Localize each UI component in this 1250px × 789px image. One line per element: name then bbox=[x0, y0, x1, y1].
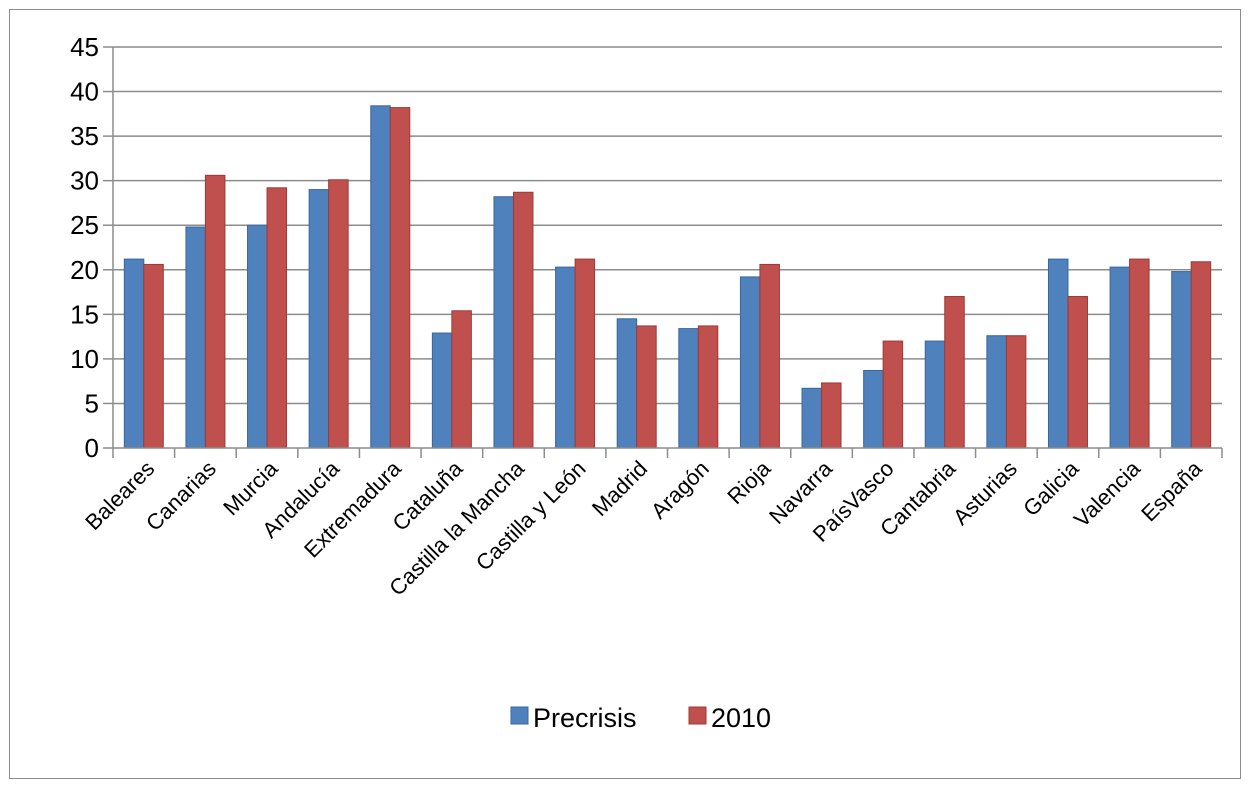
y-tick-label: 30 bbox=[70, 166, 99, 196]
bar-2010 bbox=[944, 296, 965, 449]
y-tick-label: 45 bbox=[70, 32, 99, 62]
category-label: Aragón bbox=[646, 456, 714, 524]
bar-2010 bbox=[389, 107, 411, 449]
category-label: Castilla y León bbox=[471, 456, 591, 576]
bar-precrisis bbox=[1171, 271, 1192, 449]
bar-2010 bbox=[882, 340, 904, 449]
bar-precrisis bbox=[185, 226, 206, 449]
bar-precrisis bbox=[924, 340, 946, 449]
bar-precrisis bbox=[123, 258, 145, 449]
bar-precrisis bbox=[370, 105, 391, 449]
y-tick-label: 5 bbox=[85, 388, 99, 418]
bar-precrisis bbox=[678, 328, 699, 449]
category-label: Rioja bbox=[722, 455, 776, 509]
bar-2010 bbox=[1005, 335, 1027, 449]
bar-precrisis bbox=[863, 369, 884, 449]
category-label: España bbox=[1136, 455, 1207, 526]
bars bbox=[123, 105, 1212, 449]
bar-precrisis bbox=[616, 318, 638, 449]
bar-precrisis bbox=[247, 224, 268, 449]
bar-precrisis bbox=[1109, 266, 1131, 449]
bar-2010 bbox=[328, 179, 349, 449]
bar-2010 bbox=[574, 258, 596, 449]
bar-precrisis bbox=[986, 335, 1007, 449]
y-tick-label: 10 bbox=[70, 344, 99, 374]
legend-label: 2010 bbox=[711, 703, 771, 733]
y-tick-label: 15 bbox=[70, 299, 99, 329]
bar-precrisis bbox=[1047, 258, 1069, 449]
bar-2010 bbox=[1129, 258, 1150, 449]
bar-2010 bbox=[143, 263, 164, 449]
bar-2010 bbox=[821, 382, 842, 449]
bar-precrisis bbox=[555, 266, 576, 449]
category-label: Madrid bbox=[587, 456, 652, 521]
category-label: Valencia bbox=[1069, 455, 1146, 532]
bar-2010 bbox=[204, 174, 226, 449]
bar-2010 bbox=[1067, 296, 1088, 449]
gridlines bbox=[113, 46, 1222, 405]
y-tick-labels: 0 5 10 15 20 25 30 35 40 45 bbox=[70, 32, 99, 463]
legend-label: Precrisis bbox=[533, 703, 637, 733]
y-tick-label: 25 bbox=[70, 210, 99, 240]
legend: Precrisis 2010 bbox=[510, 703, 771, 733]
bar-precrisis bbox=[739, 276, 761, 449]
bar-2010 bbox=[636, 325, 657, 449]
y-tick-label: 0 bbox=[85, 433, 99, 463]
bar-precrisis bbox=[431, 332, 453, 449]
category-label: Asturias bbox=[948, 456, 1022, 530]
bar-2010 bbox=[697, 325, 719, 449]
bar-2010 bbox=[512, 191, 534, 449]
axes bbox=[103, 46, 1223, 458]
category-labels: BalearesCanariasMurciaAndalucíaExtremadu… bbox=[80, 455, 1207, 600]
bar-2010 bbox=[451, 310, 472, 449]
bar-precrisis bbox=[493, 196, 514, 449]
y-tick-label: 20 bbox=[70, 255, 99, 285]
bar-precrisis bbox=[801, 387, 823, 449]
bar-2010 bbox=[1190, 261, 1212, 449]
y-tick-label: 40 bbox=[70, 77, 99, 107]
bar-2010 bbox=[759, 263, 780, 449]
y-tick-label: 35 bbox=[70, 121, 99, 151]
legend-swatch bbox=[688, 706, 707, 725]
bar-2010 bbox=[266, 187, 288, 449]
legend-swatch bbox=[510, 706, 529, 725]
bar-precrisis bbox=[308, 189, 330, 449]
